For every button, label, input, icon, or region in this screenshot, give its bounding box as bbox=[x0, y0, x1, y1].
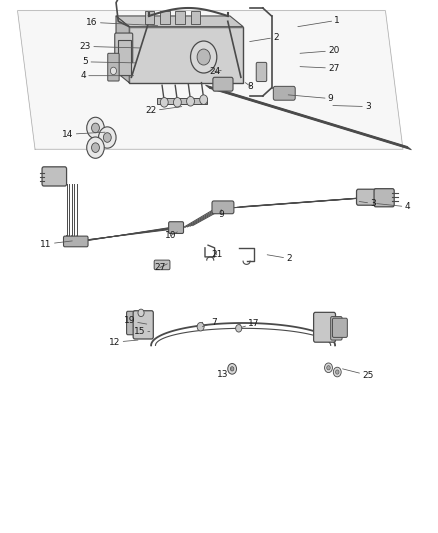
Text: 12: 12 bbox=[109, 338, 138, 346]
FancyBboxPatch shape bbox=[273, 86, 295, 100]
FancyBboxPatch shape bbox=[374, 189, 394, 207]
Text: 7: 7 bbox=[202, 318, 217, 327]
FancyBboxPatch shape bbox=[332, 318, 347, 337]
Text: 5: 5 bbox=[82, 58, 136, 66]
FancyBboxPatch shape bbox=[108, 53, 119, 81]
FancyBboxPatch shape bbox=[212, 201, 234, 214]
Text: 25: 25 bbox=[343, 369, 374, 379]
FancyBboxPatch shape bbox=[133, 311, 153, 339]
Text: 2: 2 bbox=[267, 254, 292, 263]
FancyBboxPatch shape bbox=[331, 317, 342, 340]
FancyBboxPatch shape bbox=[64, 236, 88, 247]
Circle shape bbox=[87, 137, 104, 158]
Text: 21: 21 bbox=[211, 251, 223, 259]
Text: 13: 13 bbox=[217, 369, 231, 378]
Text: 16: 16 bbox=[86, 18, 158, 27]
FancyBboxPatch shape bbox=[256, 62, 267, 82]
FancyBboxPatch shape bbox=[175, 11, 185, 24]
Text: 27: 27 bbox=[154, 263, 167, 272]
Circle shape bbox=[191, 41, 217, 73]
Circle shape bbox=[110, 67, 117, 75]
Circle shape bbox=[99, 127, 116, 148]
Text: 8: 8 bbox=[245, 82, 254, 91]
Text: 10: 10 bbox=[165, 231, 177, 240]
Circle shape bbox=[187, 96, 194, 106]
FancyBboxPatch shape bbox=[169, 222, 184, 233]
Circle shape bbox=[103, 133, 111, 142]
Text: 9: 9 bbox=[288, 94, 334, 103]
Circle shape bbox=[92, 143, 99, 152]
FancyBboxPatch shape bbox=[145, 11, 154, 24]
Text: 9: 9 bbox=[218, 209, 224, 219]
Text: 20: 20 bbox=[300, 46, 339, 55]
Circle shape bbox=[87, 117, 104, 139]
Text: 2: 2 bbox=[250, 33, 279, 42]
FancyBboxPatch shape bbox=[157, 98, 207, 104]
FancyBboxPatch shape bbox=[154, 260, 170, 270]
Circle shape bbox=[336, 370, 339, 374]
Circle shape bbox=[138, 309, 144, 317]
Text: 4: 4 bbox=[377, 203, 410, 211]
FancyBboxPatch shape bbox=[191, 11, 200, 24]
Circle shape bbox=[197, 322, 204, 331]
Text: 11: 11 bbox=[40, 240, 72, 248]
FancyBboxPatch shape bbox=[213, 77, 233, 91]
Circle shape bbox=[173, 98, 181, 107]
Text: 19: 19 bbox=[124, 317, 147, 325]
Text: 23: 23 bbox=[80, 42, 140, 51]
Circle shape bbox=[325, 363, 332, 373]
Text: 17: 17 bbox=[242, 319, 260, 328]
Text: 22: 22 bbox=[145, 107, 182, 115]
Polygon shape bbox=[18, 11, 403, 149]
FancyBboxPatch shape bbox=[129, 27, 243, 83]
Circle shape bbox=[228, 364, 237, 374]
FancyBboxPatch shape bbox=[127, 311, 137, 335]
Circle shape bbox=[230, 367, 234, 371]
Circle shape bbox=[200, 95, 208, 104]
Circle shape bbox=[197, 49, 210, 65]
Polygon shape bbox=[116, 16, 129, 83]
FancyBboxPatch shape bbox=[118, 40, 131, 75]
Text: 3: 3 bbox=[333, 102, 371, 111]
Circle shape bbox=[327, 366, 330, 370]
Circle shape bbox=[236, 325, 242, 332]
Text: 24: 24 bbox=[209, 68, 221, 76]
FancyBboxPatch shape bbox=[115, 33, 133, 63]
Polygon shape bbox=[116, 16, 243, 27]
Circle shape bbox=[333, 367, 341, 377]
Text: 3: 3 bbox=[359, 199, 376, 208]
FancyBboxPatch shape bbox=[42, 167, 67, 186]
Circle shape bbox=[92, 123, 99, 133]
Text: 14: 14 bbox=[62, 130, 105, 139]
Text: 4: 4 bbox=[81, 71, 134, 80]
FancyBboxPatch shape bbox=[160, 11, 170, 24]
Circle shape bbox=[160, 98, 168, 107]
Text: 15: 15 bbox=[134, 327, 150, 336]
Text: 1: 1 bbox=[298, 16, 340, 27]
Text: 27: 27 bbox=[300, 64, 339, 72]
FancyBboxPatch shape bbox=[357, 189, 378, 205]
FancyBboxPatch shape bbox=[314, 312, 336, 342]
